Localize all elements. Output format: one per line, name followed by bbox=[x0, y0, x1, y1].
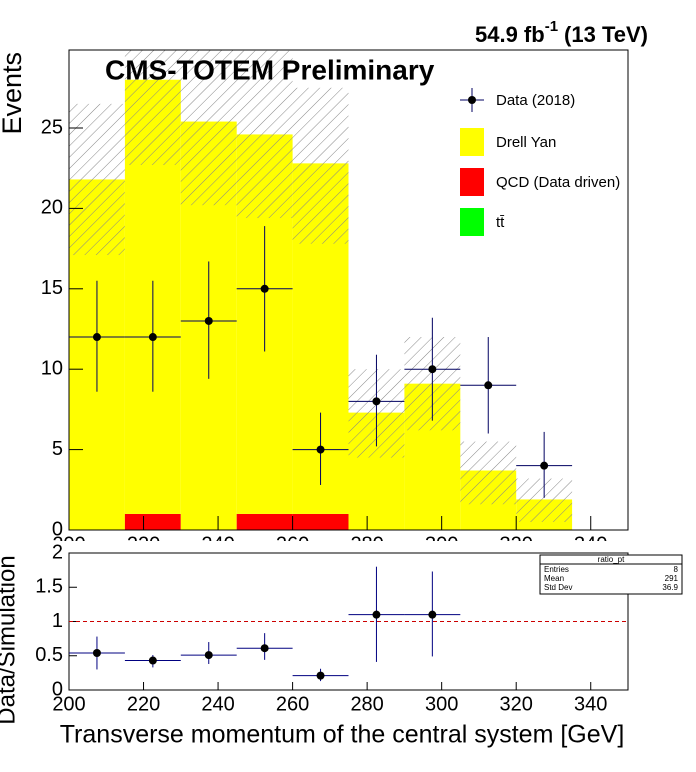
y-tick-label: 0.5 bbox=[35, 644, 63, 666]
lumi-exponent: -1 bbox=[545, 18, 558, 35]
y-tick-label: 1 bbox=[52, 610, 63, 632]
stats-label: Std Dev bbox=[544, 583, 572, 592]
legend-label: tt̄ bbox=[496, 214, 505, 231]
stats-value: 291 bbox=[665, 574, 679, 583]
data-point bbox=[92, 649, 101, 658]
x-tick-label: 240 bbox=[201, 693, 234, 715]
y-tick-label: 15 bbox=[41, 277, 63, 299]
data-point bbox=[484, 381, 493, 390]
legend-swatch bbox=[460, 208, 484, 236]
frame bbox=[68, 49, 629, 531]
data-point bbox=[260, 284, 269, 293]
legend-swatch bbox=[460, 128, 484, 156]
data-point bbox=[372, 610, 381, 619]
data-point bbox=[540, 461, 549, 470]
stats-value: 8 bbox=[674, 565, 679, 574]
bar bbox=[292, 513, 349, 530]
x-tick-label: 260 bbox=[276, 693, 309, 715]
y-tick-label: 2 bbox=[52, 541, 63, 563]
chart-title: CMS-TOTEM Preliminary bbox=[105, 54, 435, 85]
uncertainty-band bbox=[180, 50, 237, 206]
data-point bbox=[428, 610, 437, 619]
uncertainty-band bbox=[236, 50, 293, 219]
legend-label: QCD (Data driven) bbox=[496, 174, 620, 191]
y-axis-label: Data/Simulation bbox=[0, 555, 20, 724]
x-tick-label: 280 bbox=[350, 693, 383, 715]
data-point bbox=[428, 365, 437, 374]
y-tick-label: 20 bbox=[41, 197, 63, 219]
data-point bbox=[260, 644, 269, 653]
legend-label: Data (2018) bbox=[496, 92, 575, 109]
data-point bbox=[316, 671, 325, 680]
uncertainty-band bbox=[292, 87, 349, 244]
stats-label: Entries bbox=[544, 565, 569, 574]
data-point bbox=[204, 316, 213, 325]
y-axis-label: Events bbox=[0, 52, 27, 135]
luminosity: 54.9 fb-1 (13 TeV) bbox=[475, 18, 648, 47]
x-tick-label: 220 bbox=[127, 693, 160, 715]
legend-label: Drell Yan bbox=[496, 134, 556, 151]
uncertainty-band bbox=[124, 50, 181, 165]
uncertainty-band bbox=[69, 103, 125, 256]
bar bbox=[124, 513, 181, 530]
data-point bbox=[204, 651, 213, 660]
y-tick-label: 5 bbox=[52, 438, 63, 460]
data-point bbox=[316, 445, 325, 454]
data-point bbox=[148, 656, 157, 665]
x-tick-label: 200 bbox=[52, 693, 85, 715]
data-point bbox=[372, 397, 381, 406]
stats-label: Mean bbox=[544, 574, 564, 583]
bar bbox=[236, 513, 293, 530]
y-tick-label: 0 bbox=[52, 518, 63, 540]
y-tick-label: 25 bbox=[41, 116, 63, 138]
uncertainty-band bbox=[460, 441, 517, 505]
stats-value: 36.9 bbox=[662, 583, 678, 592]
x-tick-label: 320 bbox=[500, 693, 533, 715]
x-tick-label: 300 bbox=[425, 693, 458, 715]
stats-box bbox=[539, 554, 683, 595]
data-point bbox=[148, 333, 157, 342]
data-point bbox=[92, 333, 101, 342]
y-tick-label: 0 bbox=[52, 678, 63, 700]
x-tick-label: 340 bbox=[574, 693, 607, 715]
legend-marker bbox=[468, 96, 476, 104]
legend-swatch bbox=[460, 168, 484, 196]
lumi-value: 54.9 fb bbox=[475, 22, 545, 47]
energy: (13 TeV) bbox=[564, 22, 648, 47]
x-axis-label: Transverse momentum of the central syste… bbox=[60, 721, 625, 749]
y-tick-label: 10 bbox=[41, 357, 63, 379]
stats-title: ratio_pt bbox=[598, 555, 625, 564]
y-tick-label: 1.5 bbox=[35, 576, 63, 598]
